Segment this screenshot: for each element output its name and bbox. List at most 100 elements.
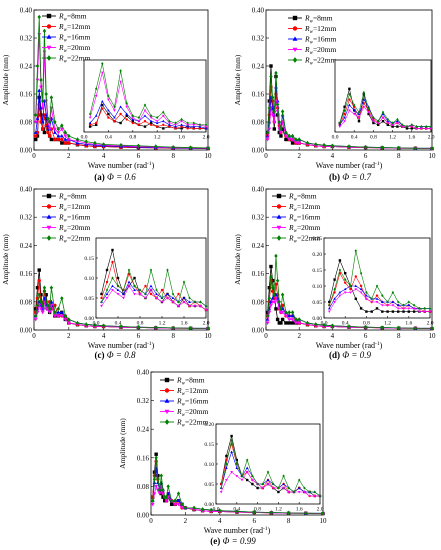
- inset-series-point-3: [376, 122, 380, 125]
- inset-series-point-0: [344, 272, 347, 275]
- main-series-point-0: [267, 286, 272, 290]
- inset-series-point-4: [111, 276, 114, 280]
- main-series-point-4: [49, 95, 54, 100]
- inset-series-point-2: [125, 112, 129, 115]
- main-series-point-4: [67, 133, 71, 139]
- main-series-point-4: [171, 144, 175, 150]
- inset-plot: 0.0 0.4 0.8 1.2 1.6 2.0 0.00 0.05 0.10 0.15 0.20: [204, 422, 323, 513]
- inset-series-point-1: [344, 281, 347, 284]
- main-series-point-4: [44, 299, 48, 305]
- inset-series-point-3: [161, 114, 165, 118]
- inset-ytick-label: 0.25: [312, 236, 322, 242]
- inset-series-point-1: [156, 125, 159, 128]
- inset-series-point-3: [313, 495, 317, 498]
- inset-series-point-4: [149, 114, 153, 118]
- inset-series-point-4: [204, 123, 208, 127]
- inset-series-point-2: [327, 306, 331, 310]
- inset-series-point-0: [256, 486, 259, 490]
- inset-series-point-3: [122, 297, 125, 300]
- inset-series-point-3: [343, 291, 347, 294]
- main-series-point-4: [154, 325, 158, 330]
- main-series-point-2: [40, 119, 45, 124]
- inset-series-point-3: [282, 487, 285, 490]
- inset-series-point-2: [338, 290, 342, 294]
- inset-series-point-0: [125, 114, 128, 117]
- inset-series-point-2: [166, 292, 169, 295]
- legend-entry: Rw=16mm: [304, 35, 337, 46]
- inset-series-point-3: [418, 310, 421, 314]
- inset-series-point-3: [133, 293, 136, 296]
- inset-series-point-0: [386, 310, 389, 313]
- main-series-point-0: [269, 64, 273, 68]
- inset-series-point-3: [149, 289, 153, 292]
- main-xtick-label: 4: [331, 152, 335, 160]
- main-xtick-label: 0: [32, 332, 36, 340]
- legend-marker: [292, 36, 298, 41]
- main-series-point-3: [297, 141, 302, 146]
- inset-series-point-4: [402, 303, 405, 307]
- inset-xtick-label: 0.8: [254, 507, 261, 513]
- inset-series-point-4: [386, 117, 389, 121]
- legend-marker: [46, 235, 52, 241]
- main-ytick-label: 0.40: [252, 6, 265, 14]
- inset-series-point-2: [174, 125, 177, 128]
- inset-series-point-3: [143, 109, 147, 112]
- main-ytick-label: 0.08: [20, 298, 33, 306]
- inset-series-point-3: [245, 471, 249, 474]
- legend-marker: [46, 45, 52, 51]
- legend-marker: [276, 235, 282, 241]
- main-series-point-4: [35, 63, 40, 69]
- main-series-point-3: [267, 127, 272, 132]
- main-series-point-4: [39, 299, 43, 305]
- main-series-point-2: [35, 116, 40, 120]
- main-series-point-3: [63, 134, 68, 139]
- main-series-point-3: [290, 318, 295, 322]
- inset-series-point-3: [391, 304, 395, 307]
- main-series-point-0: [37, 268, 41, 272]
- main-series-point-4: [297, 137, 301, 142]
- main-series-point-4: [192, 505, 196, 511]
- main-series-point-4: [206, 326, 210, 331]
- legend-marker: [276, 204, 282, 209]
- inset-series-point-4: [177, 300, 180, 304]
- inset-series-point-3: [144, 297, 147, 300]
- inset-series-point-2: [266, 478, 270, 481]
- inset-series-point-3: [381, 116, 385, 120]
- inset-series-point-3: [149, 116, 153, 120]
- inset-ytick-label: 0.05: [204, 482, 214, 488]
- inset-xtick-label: 0.8: [370, 135, 377, 141]
- inset-ytick-label: 0.05: [312, 300, 322, 306]
- main-series-point-3: [274, 296, 278, 301]
- legend-entry: Rw=12mm: [304, 24, 337, 35]
- main-series-point-3: [176, 502, 181, 507]
- inset-xtick-label: 1.2: [159, 321, 166, 327]
- inset-series-point-1: [111, 260, 114, 264]
- main-series-point-3: [47, 311, 52, 315]
- main-series-point-3: [297, 321, 302, 325]
- main-series-point-4: [363, 144, 368, 150]
- inset-series-point-4: [168, 119, 171, 123]
- main-series-point-4: [380, 325, 384, 330]
- inset-series-point-3: [338, 294, 342, 298]
- legend-marker: [276, 193, 282, 199]
- main-ytick-label: 0.32: [20, 214, 33, 222]
- main-series-point-4: [53, 310, 57, 315]
- inset-series-point-4: [174, 121, 177, 125]
- main-series-point-3: [279, 131, 283, 135]
- main-series-point-4: [163, 494, 167, 500]
- inset-series-point-2: [386, 119, 390, 123]
- main-series-point-3: [173, 502, 177, 507]
- inset-xtick-label: 0.4: [115, 321, 122, 327]
- inset-series-point-3: [410, 125, 414, 129]
- main-series-point-3: [290, 138, 295, 142]
- inset-ytick-label: 0.15: [312, 268, 322, 274]
- inset-series-point-2: [359, 287, 363, 291]
- inset-series-point-0: [391, 125, 394, 128]
- legend-marker: [46, 55, 52, 61]
- main-series-point-0: [287, 321, 291, 325]
- inset-ytick-label: 0.10: [84, 276, 94, 282]
- main-series-point-4: [413, 146, 418, 151]
- main-series-point-3: [33, 318, 38, 322]
- inset-series-point-2: [149, 284, 153, 287]
